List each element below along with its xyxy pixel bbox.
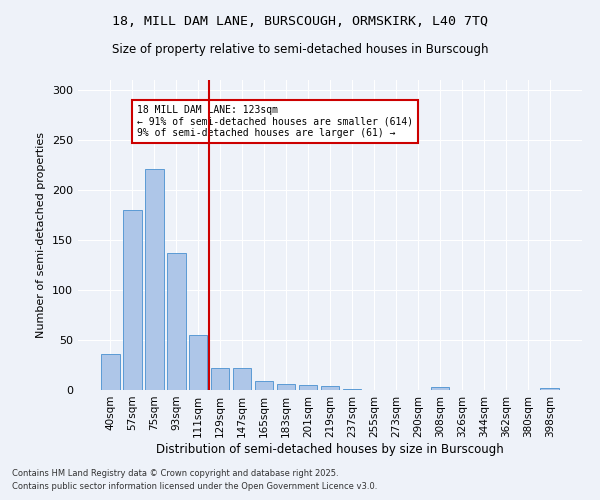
Bar: [211, 368, 229, 390]
Bar: [277, 384, 295, 390]
Bar: [233, 368, 251, 390]
Text: Size of property relative to semi-detached houses in Burscough: Size of property relative to semi-detach…: [112, 42, 488, 56]
X-axis label: Distribution of semi-detached houses by size in Burscough: Distribution of semi-detached houses by …: [156, 442, 504, 456]
Bar: [145, 169, 164, 390]
Text: 18, MILL DAM LANE, BURSCOUGH, ORMSKIRK, L40 7TQ: 18, MILL DAM LANE, BURSCOUGH, ORMSKIRK, …: [112, 15, 488, 28]
Y-axis label: Number of semi-detached properties: Number of semi-detached properties: [37, 132, 46, 338]
Bar: [541, 388, 559, 390]
Bar: [101, 354, 119, 390]
Text: 18 MILL DAM LANE: 123sqm
← 91% of semi-detached houses are smaller (614)
9% of s: 18 MILL DAM LANE: 123sqm ← 91% of semi-d…: [137, 105, 413, 138]
Bar: [123, 210, 142, 390]
Bar: [431, 387, 449, 390]
Bar: [299, 385, 317, 390]
Bar: [167, 253, 185, 390]
Bar: [343, 389, 361, 390]
Bar: [320, 386, 340, 390]
Text: Contains public sector information licensed under the Open Government Licence v3: Contains public sector information licen…: [12, 482, 377, 491]
Bar: [255, 381, 274, 390]
Text: Contains HM Land Registry data © Crown copyright and database right 2025.: Contains HM Land Registry data © Crown c…: [12, 468, 338, 477]
Bar: [189, 335, 208, 390]
